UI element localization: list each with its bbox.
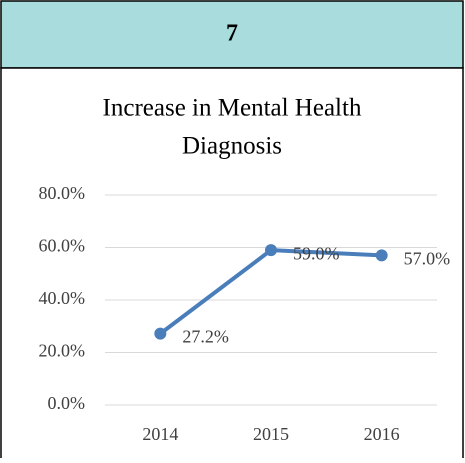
y-tick-label: 20.0% (39, 341, 86, 361)
chart-frame (0, 67, 464, 461)
point (154, 327, 167, 340)
x-tick-label: 2016 (364, 424, 400, 444)
data-label: 59.0% (293, 243, 340, 263)
header-title: 7 (226, 21, 238, 47)
x-tick-label: 2015 (253, 424, 289, 444)
point (375, 249, 388, 262)
chart-title: Diagnosis (182, 133, 282, 160)
y-tick-label: 60.0% (39, 236, 86, 256)
y-tick-label: 40.0% (39, 288, 86, 308)
header-band (0, 0, 464, 69)
y-tick-label: 80.0% (39, 183, 86, 203)
data-label: 27.2% (182, 327, 229, 347)
data-label: 57.0% (404, 249, 451, 269)
y-tick-label: 0.0% (48, 393, 86, 413)
point (265, 244, 277, 257)
chart-title: Increase in Mental Health (103, 95, 362, 122)
x-tick-label: 2014 (142, 424, 178, 444)
